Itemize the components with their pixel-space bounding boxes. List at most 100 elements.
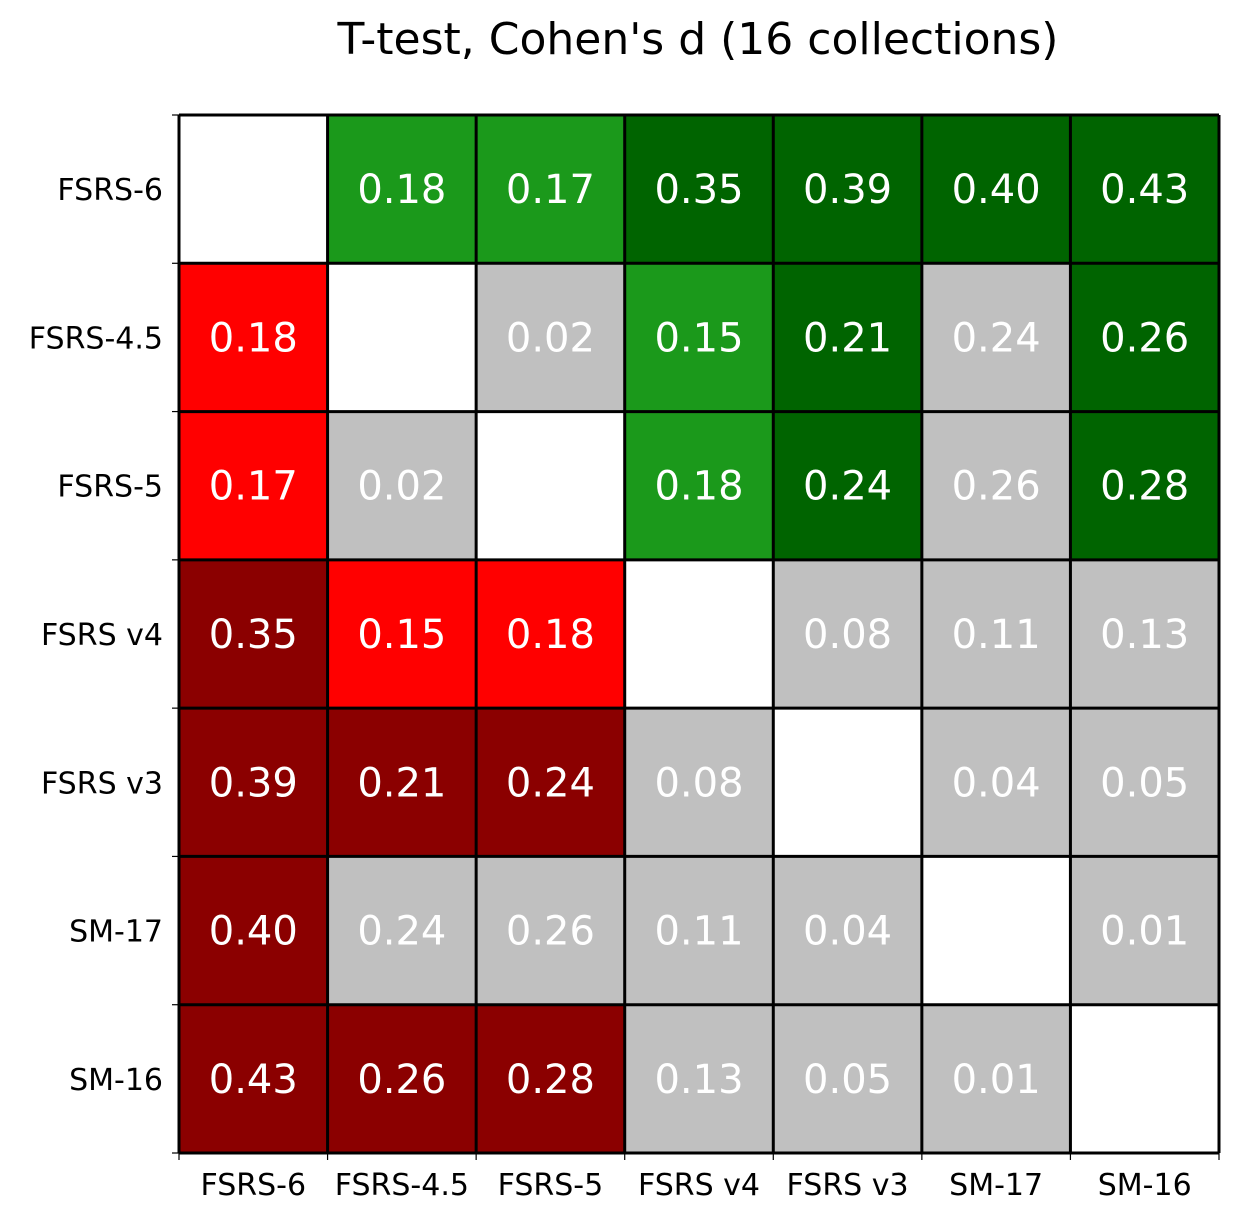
- cell-value-label: 0.43: [1100, 167, 1189, 213]
- cell-value-label: 0.08: [803, 612, 892, 658]
- heatmap-cell: [624, 263, 774, 412]
- cell-value-label: 0.04: [803, 909, 892, 955]
- heatmap-cell: [327, 263, 477, 412]
- y-tick-label: FSRS-4.5: [29, 321, 163, 356]
- heatmap-cell: [773, 263, 922, 412]
- chart-title: T-test, Cohen's d (16 collections): [337, 14, 1059, 65]
- cell-value-label: 0.15: [357, 612, 446, 658]
- heatmap-cell: [179, 263, 328, 412]
- cell-value-label: 0.26: [357, 1057, 446, 1103]
- x-tick-label: SM-17: [949, 1168, 1043, 1203]
- heatmap-cell: [624, 856, 774, 1005]
- cell-value-label: 0.35: [209, 612, 298, 658]
- heatmap-cell: [921, 1004, 1071, 1153]
- heatmap-cell: [476, 263, 625, 412]
- cell-value-label: 0.43: [209, 1057, 298, 1103]
- x-tick-label: FSRS-6: [200, 1168, 306, 1203]
- heatmap-cell: [179, 856, 328, 1005]
- cell-value-label: 0.18: [357, 167, 446, 213]
- heatmap-cell: [327, 559, 477, 709]
- cell-value-label: 0.05: [803, 1057, 892, 1103]
- cell-value-label: 0.02: [506, 315, 595, 361]
- cell-value-label: 0.05: [1100, 760, 1189, 806]
- heatmap-cell: [327, 411, 477, 560]
- heatmap-cell: [773, 115, 922, 264]
- cell-value-label: 0.24: [803, 464, 892, 510]
- heatmap-cell: [921, 115, 1071, 264]
- heatmap-cell: [179, 1004, 328, 1153]
- cell-value-label: 0.18: [506, 612, 595, 658]
- heatmap-cell: [327, 1004, 477, 1153]
- heatmap-cell: [773, 856, 922, 1005]
- cell-value-label: 0.40: [952, 167, 1041, 213]
- heatmap-cell: [921, 708, 1071, 857]
- heatmap-cells: [179, 115, 1219, 1153]
- cell-value-label: 0.39: [209, 760, 298, 806]
- heatmap-cell: [1070, 708, 1219, 857]
- heatmap-cell: [476, 708, 625, 857]
- heatmap-cell: [921, 263, 1071, 412]
- heatmap-cell: [921, 559, 1071, 709]
- cell-value-label: 0.04: [952, 760, 1041, 806]
- cell-value-label: 0.26: [952, 464, 1041, 510]
- cell-value-label: 0.24: [952, 315, 1041, 361]
- x-tick-label: FSRS-4.5: [335, 1168, 469, 1203]
- x-tick-label: FSRS-5: [498, 1168, 604, 1203]
- heatmap-cell: [1070, 411, 1219, 560]
- cell-value-label: 0.21: [357, 760, 446, 806]
- cell-value-label: 0.13: [654, 1057, 743, 1103]
- heatmap-cell: [179, 559, 328, 709]
- heatmap-cell: [773, 1004, 922, 1153]
- cell-value-label: 0.18: [654, 464, 743, 510]
- cell-value-label: 0.26: [506, 909, 595, 955]
- cell-value-label: 0.15: [654, 315, 743, 361]
- cell-value-label: 0.11: [654, 909, 743, 955]
- heatmap-cell: [1070, 559, 1219, 709]
- heatmap-cell: [773, 411, 922, 560]
- y-tick-label: FSRS-5: [57, 470, 163, 505]
- heatmap-cell: [327, 115, 477, 264]
- y-tick-label: SM-16: [69, 1063, 163, 1098]
- heatmap-cell: [476, 1004, 625, 1153]
- y-tick-label: FSRS v3: [41, 766, 163, 801]
- y-tick-label: SM-17: [69, 915, 163, 950]
- cell-value-label: 0.01: [952, 1057, 1041, 1103]
- heatmap-cell: [1070, 856, 1219, 1005]
- heatmap-cell: [921, 856, 1071, 1005]
- heatmap-cell: [476, 559, 625, 709]
- cell-value-label: 0.17: [209, 464, 298, 510]
- cell-value-label: 0.13: [1100, 612, 1189, 658]
- cell-value-label: 0.28: [1100, 464, 1189, 510]
- heatmap-cell: [624, 1004, 774, 1153]
- x-tick-label: FSRS v4: [638, 1168, 760, 1203]
- heatmap-cell: [1070, 1004, 1219, 1153]
- heatmap-cell: [624, 708, 774, 857]
- heatmap-cell: [773, 708, 922, 857]
- cell-value-label: 0.11: [952, 612, 1041, 658]
- heatmap-cell: [624, 411, 774, 560]
- heatmap-cell: [1070, 263, 1219, 412]
- cell-value-label: 0.39: [803, 167, 892, 213]
- x-tick-label: SM-16: [1098, 1168, 1192, 1203]
- heatmap-cell: [327, 708, 477, 857]
- y-tick-label: FSRS v4: [41, 618, 163, 653]
- heatmap-cell: [1070, 115, 1219, 264]
- heatmap-cell: [179, 411, 328, 560]
- cell-value-label: 0.24: [357, 909, 446, 955]
- heatmap-cell: [179, 708, 328, 857]
- heatmap-cell: [327, 856, 477, 1005]
- cell-value-label: 0.24: [506, 760, 595, 806]
- y-tick-label: FSRS-6: [57, 173, 163, 208]
- cell-value-label: 0.40: [209, 909, 298, 955]
- cell-value-label: 0.02: [357, 464, 446, 510]
- heatmap-cell: [624, 559, 774, 709]
- heatmap-cell: [476, 411, 625, 560]
- heatmap-grid: [177, 113, 1221, 1155]
- x-tick-label: FSRS v3: [787, 1168, 909, 1203]
- cell-value-label: 0.01: [1100, 909, 1189, 955]
- cell-value-label: 0.17: [506, 167, 595, 213]
- heatmap-cell: [476, 115, 625, 264]
- cell-value-label: 0.21: [803, 315, 892, 361]
- heatmap-cell: [773, 559, 922, 709]
